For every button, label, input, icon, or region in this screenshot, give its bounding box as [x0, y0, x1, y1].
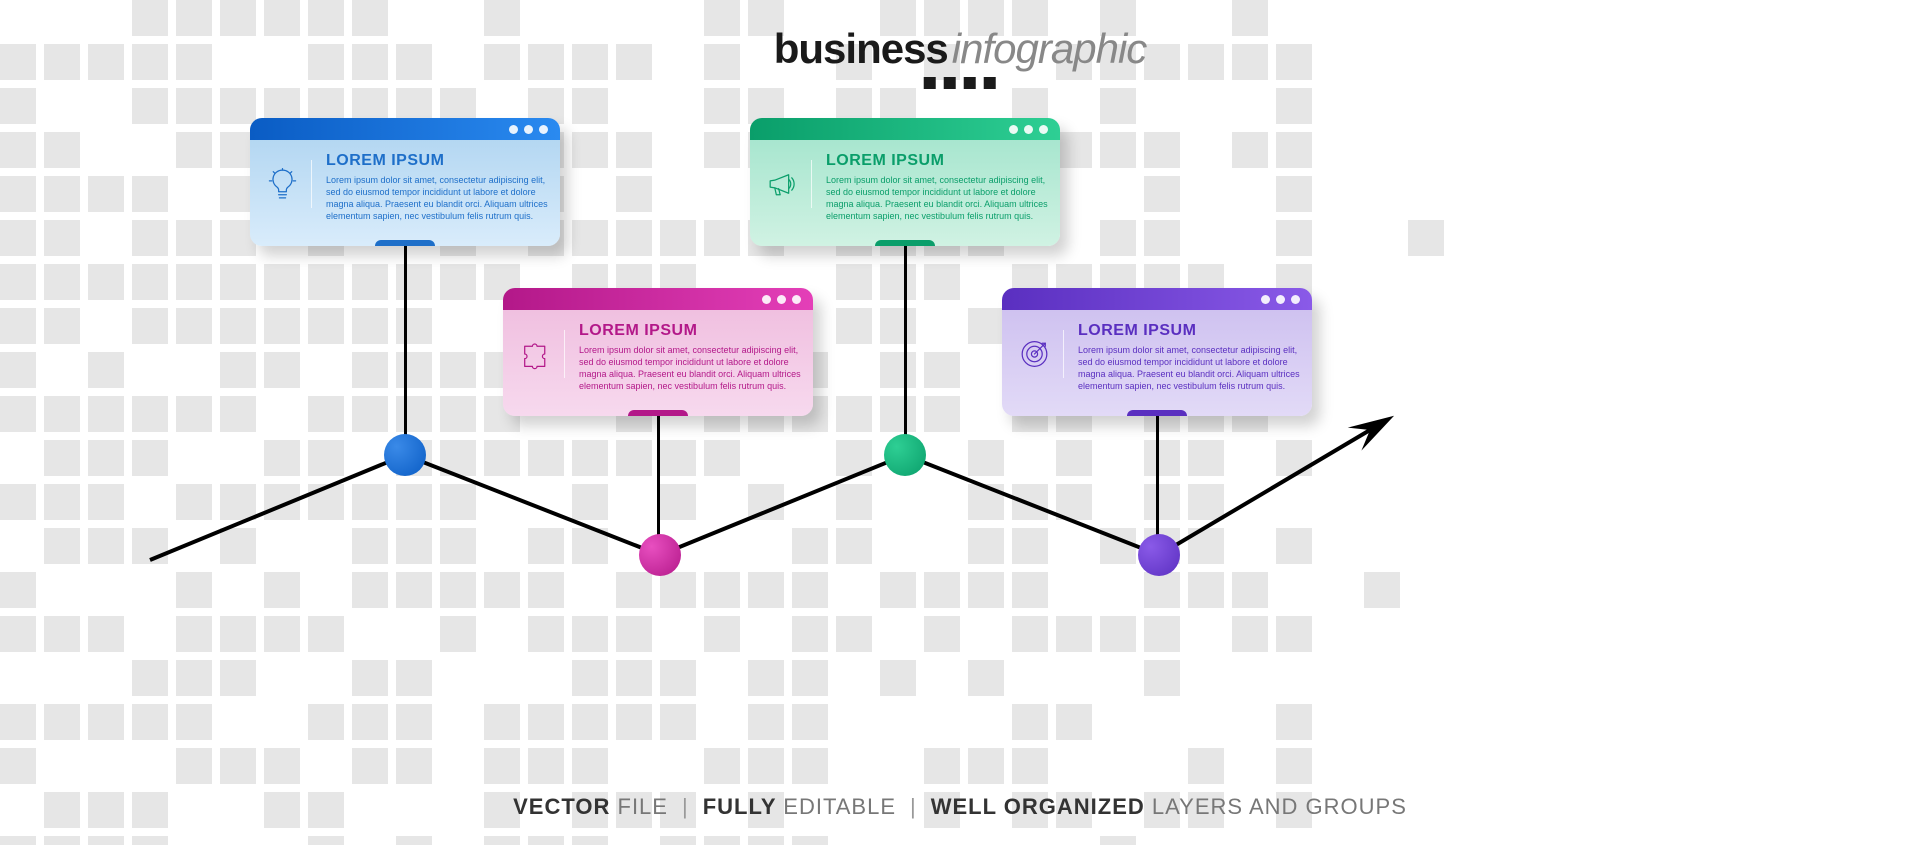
- card-accent-tab: [375, 240, 435, 246]
- card-title: LOREM IPSUM: [826, 152, 1048, 170]
- footer-caption: VECTOR FILE|FULLY EDITABLE|WELL ORGANIZE…: [513, 794, 1407, 820]
- connector-line: [904, 246, 907, 455]
- card-description: Lorem ipsum dolor sit amet, consectetur …: [326, 174, 548, 223]
- card-header-bar: [503, 288, 813, 310]
- card-description: Lorem ipsum dolor sit amet, consectetur …: [826, 174, 1048, 223]
- card-header-bar: [250, 118, 560, 140]
- card-description: Lorem ipsum dolor sit amet, consectetur …: [1078, 344, 1300, 393]
- card-title: LOREM IPSUM: [326, 152, 548, 170]
- page-title: businessinfographic: [774, 25, 1147, 89]
- card-description: Lorem ipsum dolor sit amet, consectetur …: [579, 344, 801, 393]
- card-body: LOREM IPSUM Lorem ipsum dolor sit amet, c…: [1002, 310, 1312, 416]
- timeline-node: [639, 534, 681, 576]
- timeline-node: [884, 434, 926, 476]
- infographic-card-card4: LOREM IPSUM Lorem ipsum dolor sit amet, c…: [1002, 288, 1312, 416]
- title-decorative-dots: [774, 77, 1147, 89]
- title-sub-word: infographic: [952, 25, 1146, 72]
- target-icon: [1016, 330, 1064, 378]
- card-accent-tab: [1127, 410, 1187, 416]
- title-main-word: business: [774, 25, 948, 72]
- card-title: LOREM IPSUM: [579, 322, 801, 340]
- infographic-stage: LOREM IPSUM Lorem ipsum dolor sit amet, c…: [0, 0, 1920, 845]
- card-body: LOREM IPSUM Lorem ipsum dolor sit amet, c…: [503, 310, 813, 416]
- card-body: LOREM IPSUM Lorem ipsum dolor sit amet, c…: [750, 140, 1060, 246]
- infographic-card-card1: LOREM IPSUM Lorem ipsum dolor sit amet, c…: [250, 118, 560, 246]
- card-header-bar: [750, 118, 1060, 140]
- card-body: LOREM IPSUM Lorem ipsum dolor sit amet, c…: [250, 140, 560, 246]
- megaphone-icon: [764, 160, 812, 208]
- card-accent-tab: [628, 410, 688, 416]
- card-header-bar: [1002, 288, 1312, 310]
- puzzle-icon: [517, 330, 565, 378]
- timeline-node: [384, 434, 426, 476]
- infographic-card-card3: LOREM IPSUM Lorem ipsum dolor sit amet, c…: [750, 118, 1060, 246]
- card-title: LOREM IPSUM: [1078, 322, 1300, 340]
- lightbulb-icon: [264, 160, 312, 208]
- connector-line: [404, 246, 407, 455]
- infographic-card-card2: LOREM IPSUM Lorem ipsum dolor sit amet, c…: [503, 288, 813, 416]
- timeline-node: [1138, 534, 1180, 576]
- card-accent-tab: [875, 240, 935, 246]
